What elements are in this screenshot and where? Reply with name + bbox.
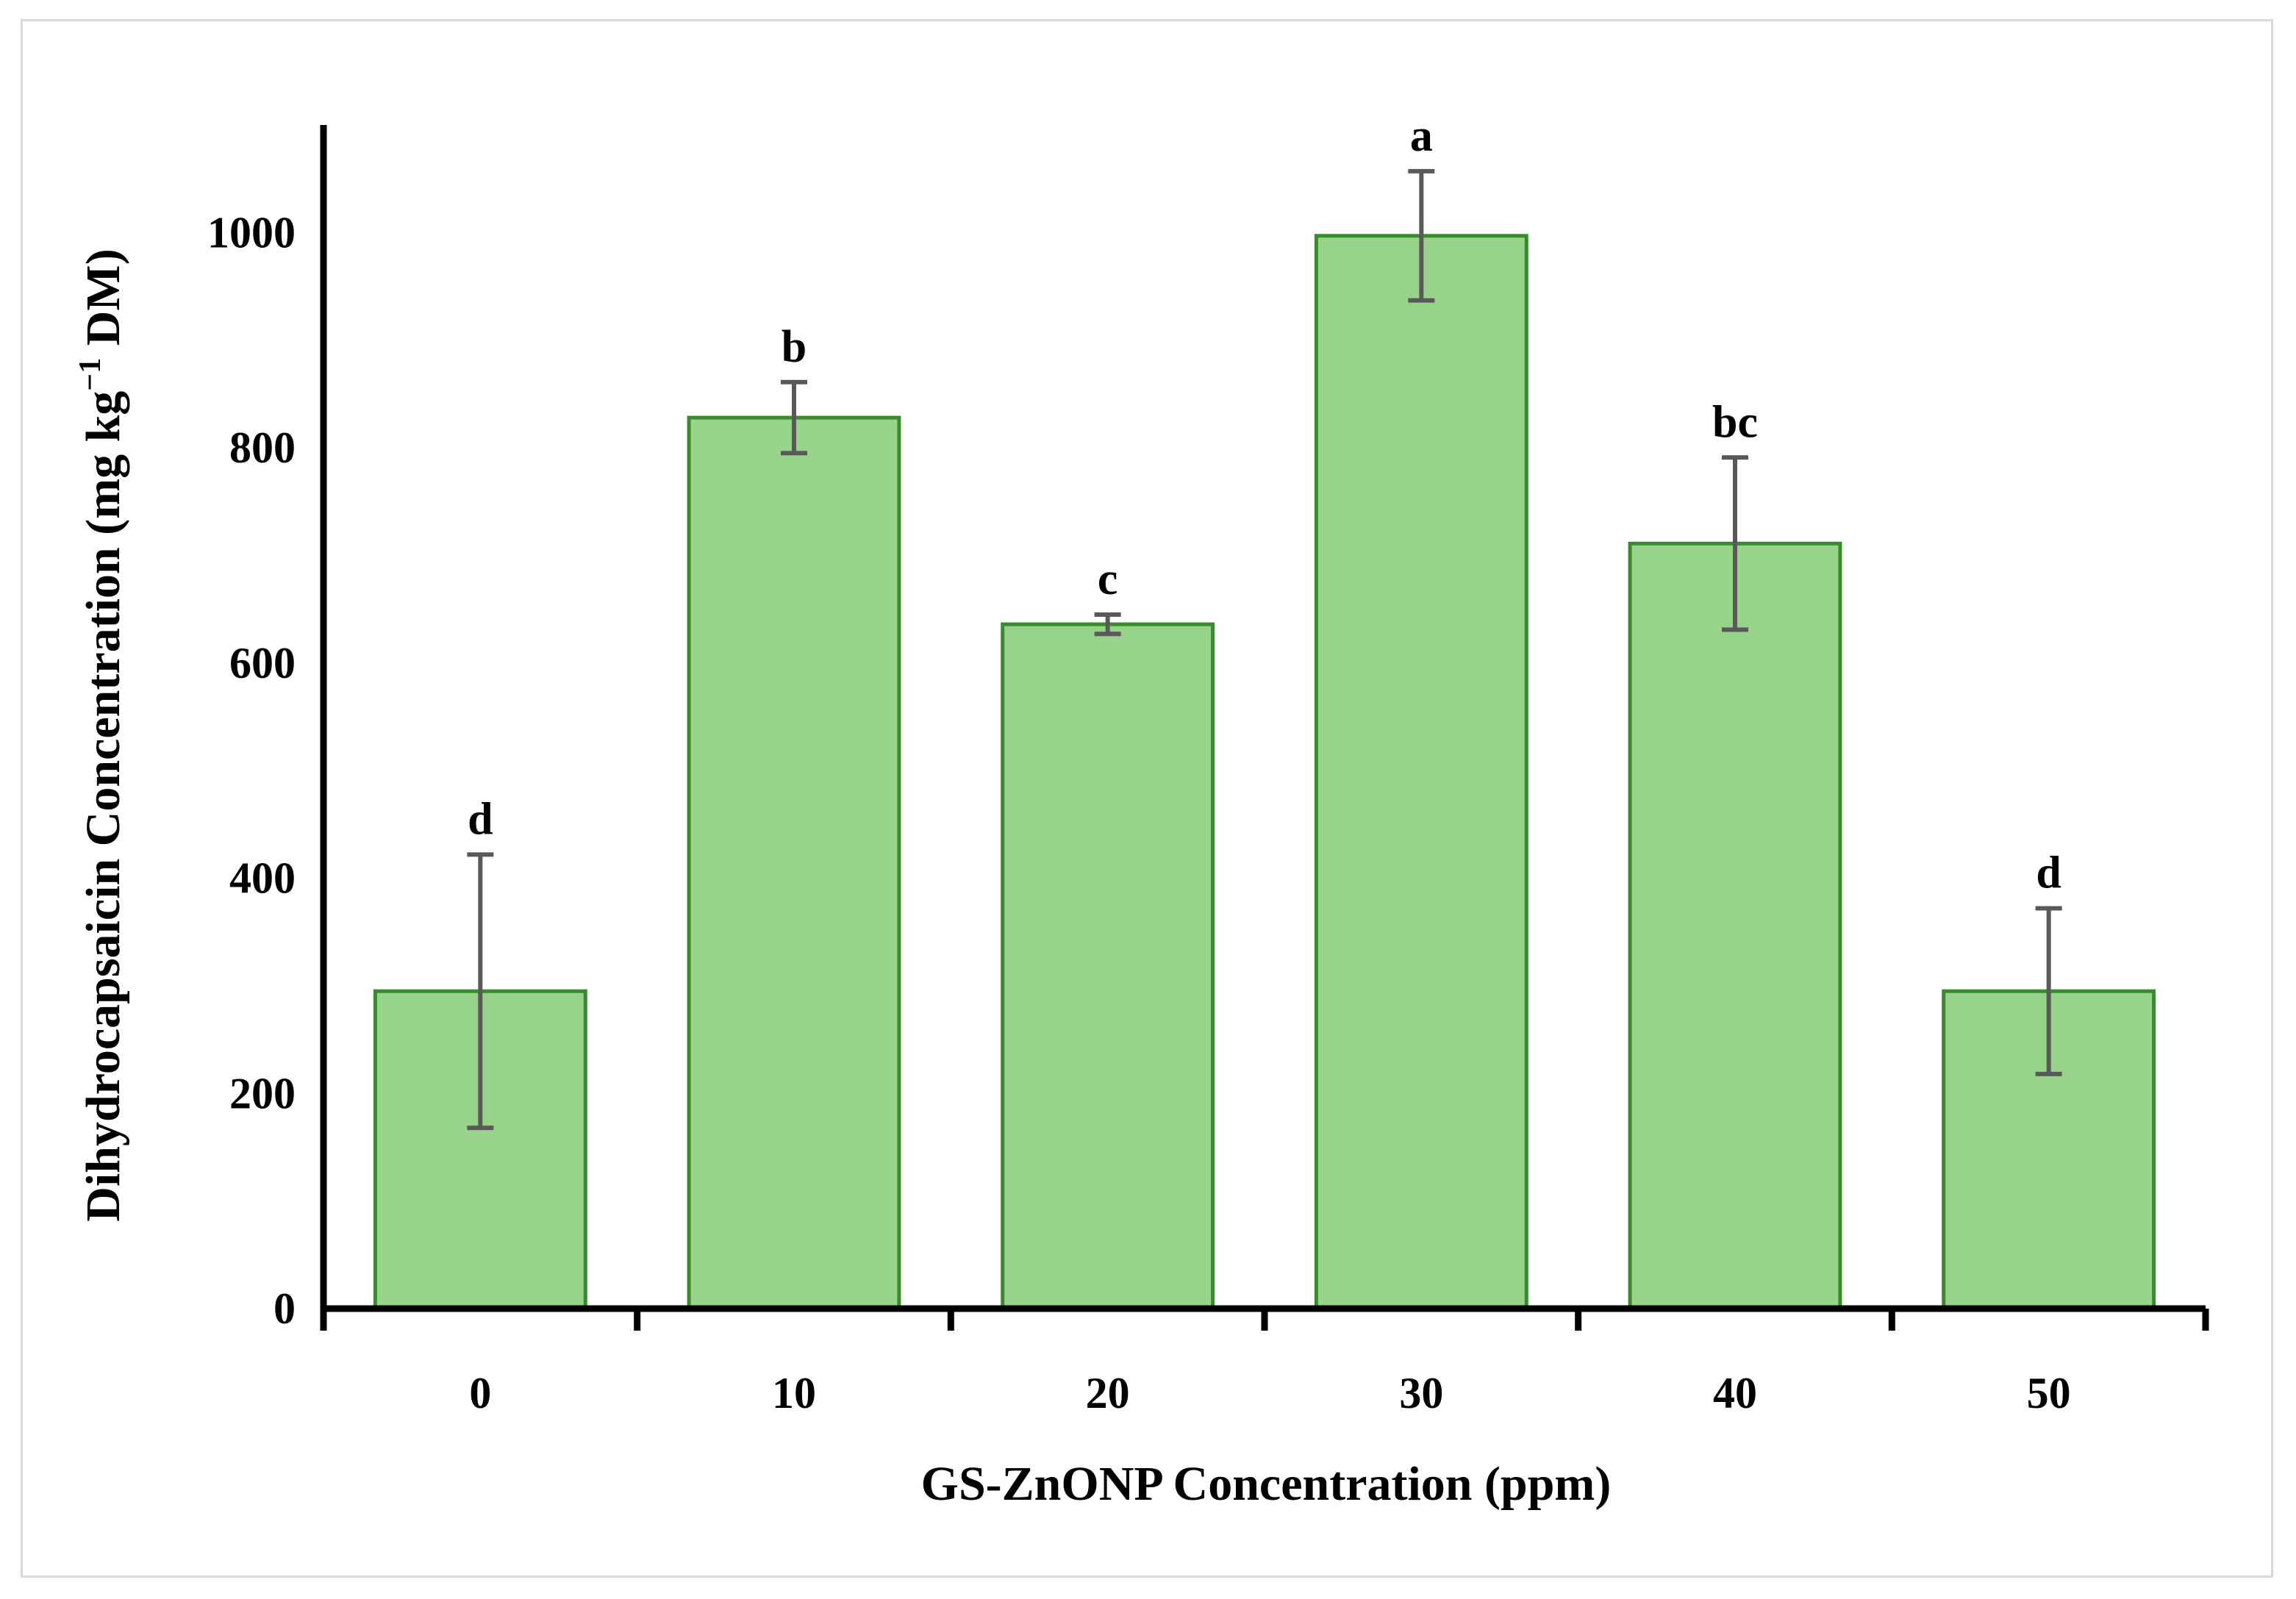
x-tick-label: 10 <box>772 1369 816 1417</box>
y-tick-label: 800 <box>229 423 296 472</box>
y-axis-title-main: Dihydrocapsaicin Concentration (mg kg <box>76 391 130 1222</box>
x-tick-label: 40 <box>1713 1369 1757 1417</box>
significance-letter: d <box>2036 848 2061 898</box>
bar <box>1001 622 1215 1311</box>
significance-letter: a <box>1410 111 1433 161</box>
bar <box>687 415 901 1311</box>
y-axis-title-unit: DM) <box>76 248 130 357</box>
axes-layer <box>320 125 2209 1331</box>
bar <box>1628 541 1842 1311</box>
bar <box>1314 234 1528 1311</box>
x-tick-label: 20 <box>1086 1369 1130 1417</box>
x-tick-labels: 0 10 20 30 40 50 <box>469 1369 2070 1417</box>
x-tick-label: 0 <box>469 1369 491 1417</box>
x-tick-label: 30 <box>1399 1369 1443 1417</box>
bars-layer <box>373 234 2156 1311</box>
x-tick-label: 50 <box>2027 1369 2071 1417</box>
y-tick-label: 400 <box>229 854 296 903</box>
y-tick-labels: 0 200 400 600 800 1000 <box>207 208 296 1333</box>
significance-letter: d <box>468 794 493 844</box>
y-tick-label: 200 <box>229 1069 296 1117</box>
error-bars-layer <box>467 168 2062 1131</box>
x-axis-title: GS-ZnONP Concentration (ppm) <box>921 1457 1612 1511</box>
significance-letter: c <box>1098 554 1118 604</box>
significance-letter: b <box>782 322 807 372</box>
y-tick-label: 1000 <box>207 208 296 257</box>
significance-letter: bc <box>1712 397 1758 447</box>
y-axis-title-superscript: −1 <box>74 358 107 391</box>
y-tick-label: 0 <box>273 1284 296 1333</box>
y-axis-title: Dihydrocapsaicin Concentration (mg kg−1 … <box>74 248 130 1221</box>
y-tick-label: 600 <box>229 639 296 687</box>
